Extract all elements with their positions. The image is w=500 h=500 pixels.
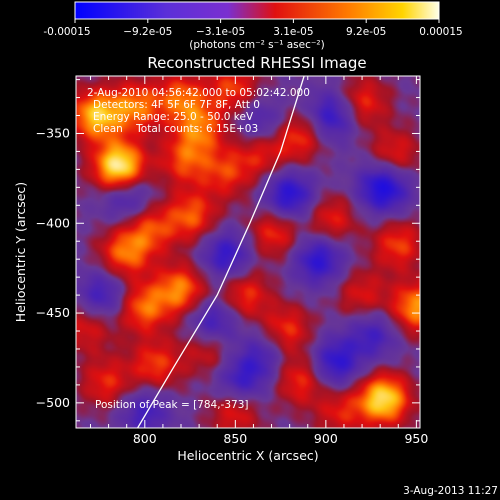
colorbar-ticks: -0.00015 −9.2e-05 −3.1e-05 3.1e-05 9.2e-05 0.… xyxy=(43,19,463,38)
energy-range-annotation: Energy Range: 25.0 - 50.0 keV xyxy=(93,111,254,123)
colorbar: -0.00015 −9.2e-05 −3.1e-05 3.1e-05 9.2e-05 0.… xyxy=(43,1,463,51)
peak-position-annotation: Position of Peak = [784,-373] xyxy=(95,399,249,411)
colorbar-tick-label: 0.00015 xyxy=(419,26,462,38)
axis-ticks: 800 850 900 950 −350 −400 −450 −500 xyxy=(36,76,428,446)
colorbar-tick-label: -0.00015 xyxy=(43,26,90,38)
y-tick-label: −350 xyxy=(36,125,70,140)
colorbar-tick-label: −9.2e-05 xyxy=(123,26,172,38)
heatmap-image xyxy=(76,76,420,428)
colorbar-tick-label: 3.1e-05 xyxy=(273,26,313,38)
y-tick-label: −450 xyxy=(36,305,70,320)
x-axis-label: Heliocentric X (arcsec) xyxy=(177,448,318,463)
detectors-annotation: Detectors: 4F 5F 6F 7F 8F, Att 0 xyxy=(93,99,260,111)
x-tick-label: 850 xyxy=(223,431,247,446)
clean-counts-annotation: Clean Total counts: 6.15E+03 xyxy=(93,123,258,135)
y-axis-label: Heliocentric Y (arcsec) xyxy=(13,182,28,322)
plot-area: 800 850 900 950 −350 −400 −450 −500 2-Aug-2010 … xyxy=(36,75,428,446)
colorbar-gradient xyxy=(74,1,440,20)
colorbar-unit-label: (photons cm⁻² s⁻¹ asec⁻²) xyxy=(189,39,324,51)
chart-title: Reconstructed RHESSI Image xyxy=(147,54,366,72)
plot-frame xyxy=(75,75,421,429)
solar-limb-curve xyxy=(137,76,305,428)
x-tick-label: 900 xyxy=(314,431,338,446)
x-tick-label: 950 xyxy=(404,431,428,446)
y-tick-label: −400 xyxy=(36,215,70,230)
colorbar-tick-label: 9.2e-05 xyxy=(346,26,386,38)
colorbar-tick-label: −3.1e-05 xyxy=(196,26,245,38)
date-stamp: 3-Aug-2013 11:27 xyxy=(403,485,498,497)
y-tick-label: −500 xyxy=(36,395,70,410)
time-range-annotation: 2-Aug-2010 04:56:42.000 to 05:02:42.000 xyxy=(87,87,310,99)
x-tick-label: 800 xyxy=(133,431,157,446)
